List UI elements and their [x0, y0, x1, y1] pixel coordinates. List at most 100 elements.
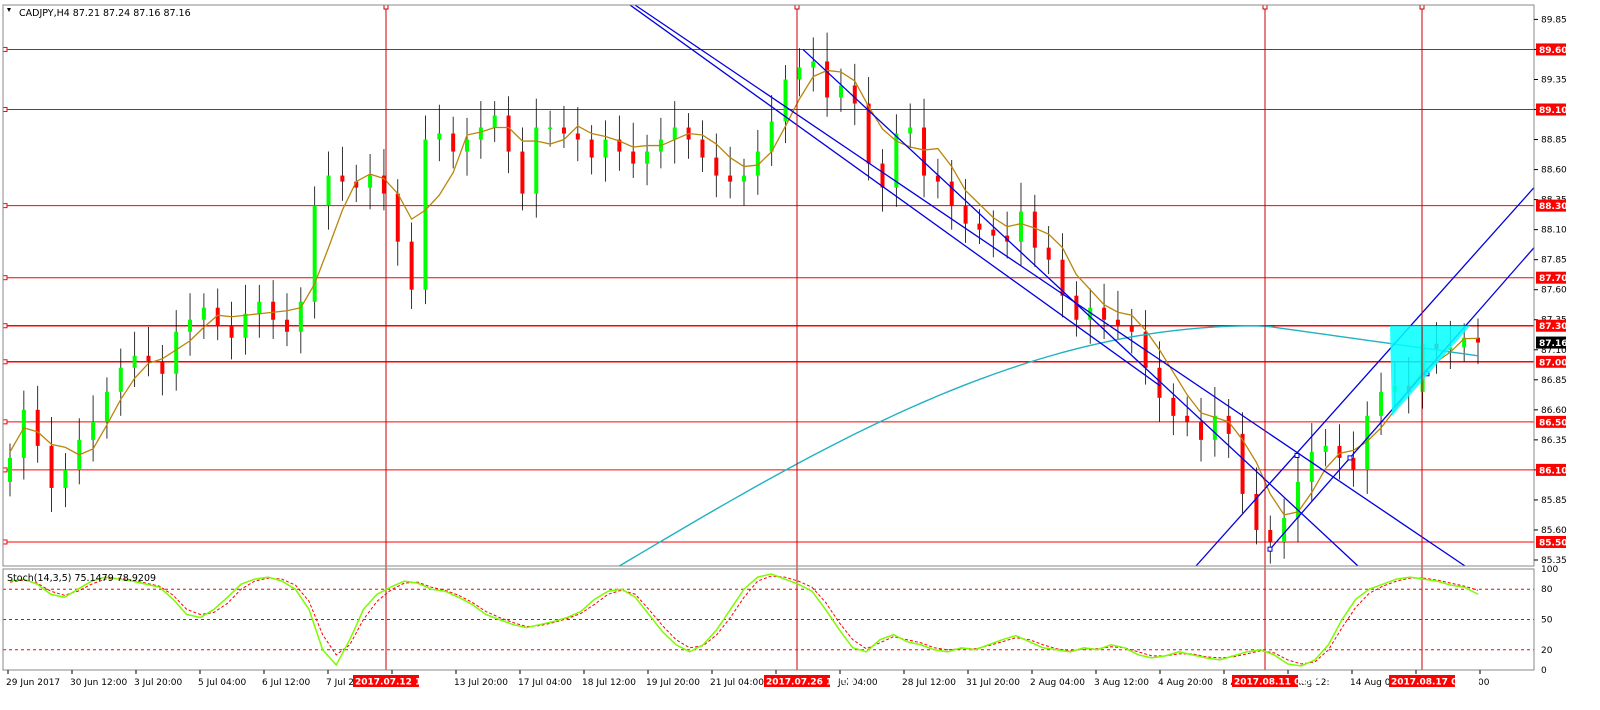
time-marker-label: 2017.07.26 16:00	[766, 678, 855, 688]
vertical-marker-handle	[1262, 4, 1268, 10]
candle-bear	[340, 175, 345, 182]
stoch-y-label: 80	[1541, 585, 1553, 595]
candle-bear	[1115, 319, 1120, 326]
stoch-y-label: 100	[1541, 565, 1558, 575]
candle-bear	[963, 205, 968, 224]
candle-bull	[298, 301, 303, 332]
stoch-main-line	[9, 573, 1479, 667]
y-tick-label: 88.60	[1541, 166, 1567, 176]
level-tag-label: 88.30	[1539, 202, 1567, 212]
x-tick-label: 13 Jul 20:00	[454, 678, 508, 688]
x-tick-label: 21 Jul 04:00	[710, 678, 764, 688]
candle-bear	[160, 361, 165, 374]
candle-bear	[1337, 445, 1342, 458]
level-handle	[2, 203, 8, 209]
candle-bear	[1268, 529, 1273, 542]
level-handle	[2, 46, 8, 52]
level-tag	[1536, 319, 1566, 332]
candle-bull	[908, 127, 913, 134]
candle-bear	[284, 319, 289, 332]
channel-handle	[1347, 455, 1353, 461]
current-price-tag	[1536, 336, 1566, 349]
y-tick-label: 85.85	[1541, 496, 1567, 506]
x-tick-label: 18 Jul 12:00	[582, 678, 636, 688]
candle-bull	[534, 127, 539, 194]
ma-fast-line	[9, 69, 1479, 516]
level-handle	[2, 275, 8, 281]
candle-bear	[1185, 415, 1190, 422]
header-collapse-icon[interactable]	[7, 8, 11, 12]
x-tick-label: 14 Aug 04:00	[1350, 678, 1411, 688]
candle-bear	[575, 133, 580, 140]
candle-bull	[104, 391, 109, 422]
x-tick-label: 3 Aug 12:00	[1094, 678, 1149, 688]
main-frame	[2, 4, 1535, 567]
candle-bear	[215, 307, 220, 326]
candle-bull	[1212, 415, 1217, 440]
stoch-signal-line	[9, 575, 1479, 665]
level-tag-label: 86.10	[1539, 466, 1567, 476]
x-tick-label: 5 Jul 04:00	[198, 678, 247, 688]
candle-bull	[1018, 211, 1023, 242]
ma-slow-line	[619, 325, 1479, 567]
level-tag-label: 85.50	[1539, 538, 1567, 548]
candle-bull	[201, 307, 206, 320]
time-marker-label: 2017.08.11 04:00	[1234, 678, 1323, 688]
candle-bull	[63, 469, 68, 488]
y-tick-label: 87.85	[1541, 256, 1567, 266]
level-handle	[2, 467, 8, 473]
y-tick-label: 86.35	[1541, 436, 1567, 446]
candle-bear	[922, 127, 927, 176]
y-tick-label: 88.10	[1541, 226, 1567, 236]
up-channel-upper-line	[1195, 187, 1535, 567]
candle-bear	[617, 139, 622, 152]
level-handle	[2, 419, 8, 425]
candle-bull	[1323, 445, 1328, 452]
time-marker-label: 2017.07.12 12:00	[355, 678, 444, 688]
candle-bull	[8, 457, 12, 482]
stochastic-panel[interactable]	[3, 573, 1534, 667]
channel-handle	[1267, 546, 1273, 552]
candle-bull	[423, 139, 428, 290]
candle-bull	[1448, 347, 1453, 350]
candle-bear	[506, 115, 511, 152]
candle-bear	[977, 223, 982, 230]
main-price-panel[interactable]	[2, 4, 1535, 670]
channel-lower-line	[629, 4, 1161, 387]
candle-bear	[866, 103, 871, 164]
candle-bear	[1046, 247, 1051, 260]
candle-bear	[1157, 367, 1162, 398]
candle-bear	[49, 445, 54, 488]
candle-bull	[326, 175, 331, 206]
level-tag	[1536, 355, 1566, 368]
candle-bull	[1309, 451, 1314, 482]
current-price-label: 87.16	[1539, 339, 1567, 349]
candle-bear	[1240, 433, 1245, 494]
y-tick-label: 86.60	[1541, 406, 1567, 416]
candle-bear	[146, 355, 151, 362]
candle-bear	[1254, 493, 1259, 530]
candle-bull	[672, 127, 677, 140]
chart-header: CADJPY,H4 87.21 87.24 87.16 87.16	[19, 8, 191, 19]
candle-bear	[1351, 457, 1356, 470]
x-tick-label: 2 Aug 04:00	[1030, 678, 1085, 688]
candle-bear	[229, 325, 234, 338]
candle-bull	[894, 133, 899, 188]
candle-bull	[188, 319, 193, 332]
candle-bear	[1199, 421, 1204, 440]
time-marker-tag	[764, 675, 830, 687]
candle-bear	[825, 61, 830, 98]
candle-bull	[1282, 517, 1287, 542]
candle-bull	[1295, 481, 1300, 518]
candle-bull	[603, 139, 608, 158]
level-tag-label: 87.00	[1539, 358, 1567, 368]
candle-bull	[478, 127, 483, 140]
candle-bull	[769, 121, 774, 152]
x-tick-label: 29 Jun 2017	[6, 678, 60, 688]
level-handle	[2, 539, 8, 545]
y-tick-label: 85.35	[1541, 556, 1567, 566]
candle-bear	[589, 139, 594, 158]
candle-bull	[645, 151, 650, 164]
triangle-pattern	[1390, 325, 1470, 416]
